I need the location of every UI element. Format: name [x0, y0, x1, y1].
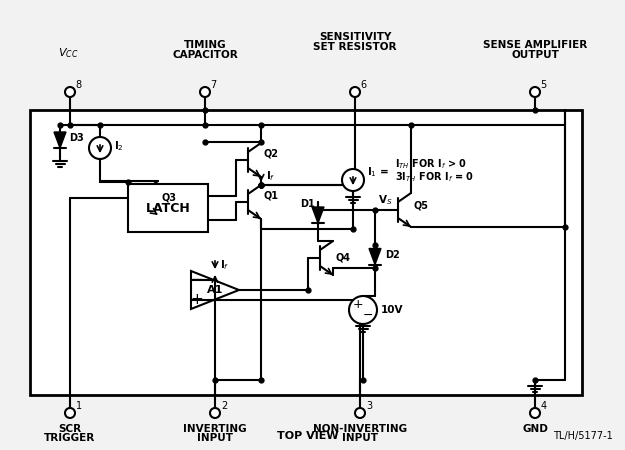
Text: GND: GND [522, 424, 548, 434]
Text: TOP VIEW: TOP VIEW [278, 431, 339, 441]
Text: I$_f$: I$_f$ [266, 169, 276, 183]
Bar [30, 110, 582, 395]
Bar [128, 184, 208, 232]
Text: Q5: Q5 [414, 200, 429, 210]
Circle shape [349, 296, 377, 324]
Text: −: − [191, 273, 203, 288]
Text: I$_1$ =: I$_1$ = [367, 165, 389, 179]
Circle shape [355, 408, 365, 418]
Text: INPUT: INPUT [197, 433, 233, 443]
Text: 3: 3 [366, 401, 372, 411]
Text: 7: 7 [210, 80, 216, 90]
Text: SCR: SCR [59, 424, 81, 434]
Text: 8: 8 [75, 80, 81, 90]
Text: Q4: Q4 [336, 253, 351, 263]
Text: TRIGGER: TRIGGER [44, 433, 96, 443]
Circle shape [65, 408, 75, 418]
Text: CAPACITOR: CAPACITOR [172, 50, 238, 60]
Text: 3I$_{TH}$ FOR I$_f$ = 0: 3I$_{TH}$ FOR I$_f$ = 0 [395, 170, 474, 184]
Circle shape [210, 408, 220, 418]
Circle shape [89, 137, 111, 159]
Text: TIMING: TIMING [184, 40, 226, 50]
Text: SENSITIVITY: SENSITIVITY [319, 32, 391, 42]
Polygon shape [54, 132, 66, 148]
Text: I$_{TH}$ FOR I$_f$ > 0: I$_{TH}$ FOR I$_f$ > 0 [395, 157, 468, 171]
Text: TL/H/5177-1: TL/H/5177-1 [553, 431, 613, 441]
Text: 2: 2 [221, 401, 228, 411]
Text: +: + [352, 298, 363, 311]
Text: D3: D3 [69, 133, 84, 143]
Circle shape [342, 169, 364, 191]
Circle shape [200, 87, 210, 97]
Text: NON-INVERTING: NON-INVERTING [313, 424, 407, 434]
Circle shape [530, 87, 540, 97]
Text: +: + [191, 292, 203, 307]
Text: SET RESISTOR: SET RESISTOR [313, 42, 397, 52]
Text: 1: 1 [76, 401, 82, 411]
Text: OUTPUT: OUTPUT [511, 50, 559, 60]
Text: A1: A1 [207, 285, 223, 295]
Text: INPUT: INPUT [342, 433, 378, 443]
Text: SENSE AMPLIFIER: SENSE AMPLIFIER [483, 40, 587, 50]
Text: INVERTING: INVERTING [183, 424, 247, 434]
Text: 10V: 10V [381, 305, 404, 315]
Polygon shape [369, 248, 381, 265]
Text: −: − [362, 309, 373, 321]
Text: D1: D1 [300, 199, 315, 209]
Text: D2: D2 [385, 249, 400, 260]
Text: LATCH: LATCH [146, 202, 191, 215]
Text: 4: 4 [541, 401, 547, 411]
Text: 5: 5 [540, 80, 546, 90]
Circle shape [350, 87, 360, 97]
Text: Q3: Q3 [161, 193, 176, 203]
Text: Q2: Q2 [264, 149, 279, 159]
Text: $V_{CC}$: $V_{CC}$ [58, 46, 78, 60]
Text: I$_f$: I$_f$ [220, 258, 229, 272]
Text: V$_S$: V$_S$ [378, 193, 392, 207]
Text: I$_2$: I$_2$ [114, 139, 124, 153]
Circle shape [65, 87, 75, 97]
Circle shape [530, 408, 540, 418]
Text: Q1: Q1 [264, 191, 279, 201]
Polygon shape [312, 207, 324, 223]
Text: 6: 6 [360, 80, 366, 90]
